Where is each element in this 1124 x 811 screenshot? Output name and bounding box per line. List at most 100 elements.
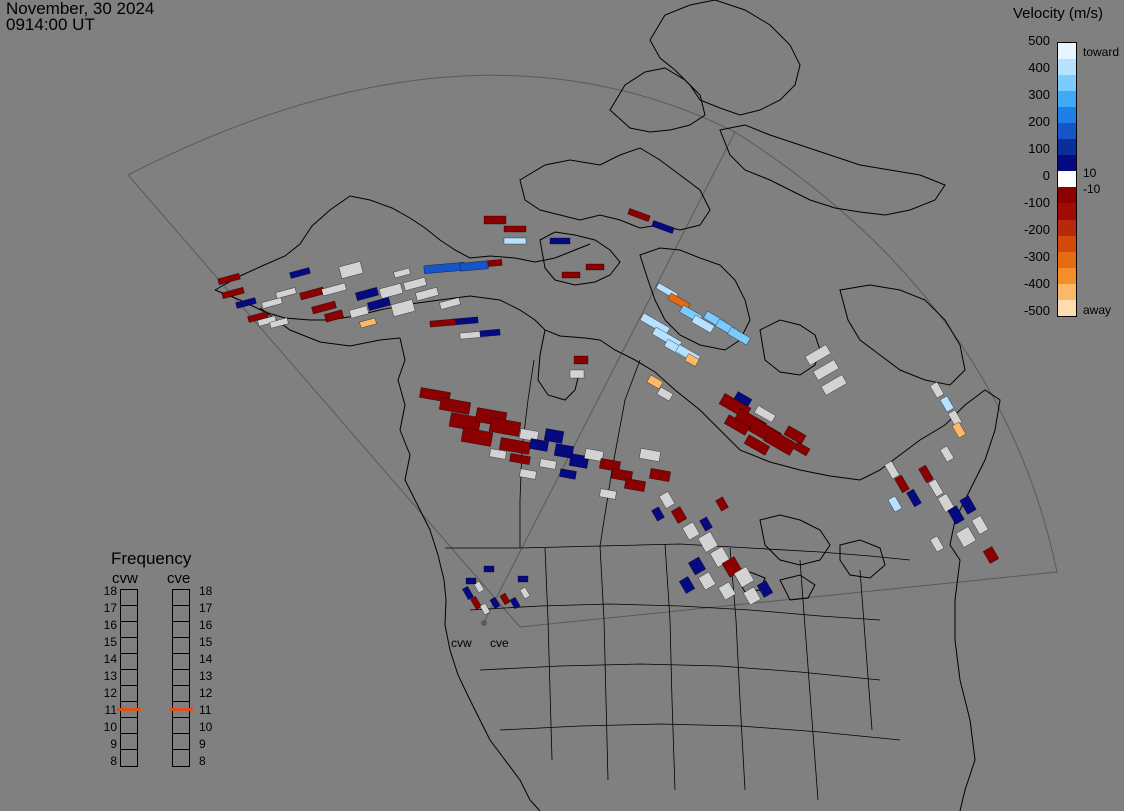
velocity-cell bbox=[928, 478, 944, 498]
colorbar-swatch bbox=[1058, 75, 1076, 92]
frequency-label-right: 16 bbox=[199, 618, 213, 632]
velocity-cell bbox=[568, 453, 590, 469]
colorbar-swatch bbox=[1058, 91, 1076, 108]
colorbar-swatch bbox=[1058, 267, 1076, 284]
neg-threshold-label: -10 bbox=[1083, 182, 1101, 196]
frequency-label-left: 16 bbox=[103, 618, 117, 632]
velocity-cell bbox=[470, 596, 482, 610]
frequency-title: Frequency bbox=[111, 549, 192, 568]
frequency-cell bbox=[173, 622, 189, 638]
velocity-cell bbox=[299, 286, 325, 301]
velocity-cell bbox=[651, 220, 675, 234]
colorbar-tick-label: 0 bbox=[1042, 168, 1050, 183]
date-time-stamp: November, 30 2024 0914:00 UT bbox=[6, 0, 154, 33]
frequency-cell bbox=[121, 718, 137, 734]
velocity-cell bbox=[599, 458, 621, 472]
colorbar-swatch bbox=[1058, 219, 1076, 236]
velocity-cell bbox=[483, 565, 495, 573]
velocity-cell bbox=[646, 374, 664, 390]
velocity-cell bbox=[723, 414, 751, 436]
velocity-cell bbox=[479, 602, 491, 616]
colorbar-tick-label: 100 bbox=[1028, 141, 1050, 156]
velocity-cell bbox=[489, 596, 501, 610]
frequency-cell bbox=[173, 718, 189, 734]
velocity-cell bbox=[733, 391, 753, 407]
velocity-cell bbox=[887, 495, 903, 513]
colorbar-swatch bbox=[1058, 283, 1076, 300]
frequency-cell bbox=[173, 654, 189, 670]
velocity-cell bbox=[939, 395, 955, 413]
frequency-cell bbox=[117, 702, 141, 718]
velocity-cell bbox=[783, 425, 807, 445]
colorbar-tick-label: 300 bbox=[1028, 87, 1050, 102]
velocity-cell bbox=[639, 448, 661, 462]
velocity-cell bbox=[519, 428, 539, 442]
velocity-cell bbox=[489, 448, 507, 460]
frequency-label-left: 14 bbox=[103, 652, 117, 666]
velocity-cell bbox=[499, 437, 531, 455]
velocity-cell bbox=[947, 505, 965, 525]
velocity-cell bbox=[929, 535, 945, 553]
frequency-label-right: 9 bbox=[199, 737, 206, 751]
colorbar-swatch bbox=[1058, 203, 1076, 220]
velocity-cell bbox=[884, 460, 900, 480]
frequency-cell bbox=[121, 622, 137, 638]
radar-label-cve: cve bbox=[167, 570, 191, 587]
frequency-label-left: 13 bbox=[103, 669, 117, 683]
velocity-cell bbox=[367, 297, 391, 311]
velocity-cell bbox=[257, 315, 277, 327]
velocity-cell bbox=[691, 314, 715, 334]
velocity-cell bbox=[235, 297, 257, 309]
frequency-label-left: 12 bbox=[103, 686, 117, 700]
velocity-cell bbox=[338, 261, 364, 279]
frequency-label-left: 18 bbox=[103, 584, 117, 598]
frequency-label-right: 10 bbox=[199, 720, 213, 734]
radar-site-marker bbox=[481, 620, 487, 626]
frequency-label-right: 17 bbox=[199, 601, 213, 615]
frequency-cell bbox=[173, 590, 189, 606]
velocity-cell bbox=[804, 344, 832, 366]
velocity-cell bbox=[939, 445, 955, 463]
velocity-cell bbox=[951, 421, 967, 439]
velocity-cell bbox=[678, 576, 696, 594]
velocity-cell bbox=[503, 225, 527, 233]
velocity-cell bbox=[217, 273, 241, 285]
velocity-cell bbox=[553, 443, 575, 459]
velocity-cell bbox=[756, 580, 774, 598]
frequency-label-left: 8 bbox=[110, 754, 117, 768]
velocity-cell bbox=[539, 458, 557, 470]
velocity-cell bbox=[473, 580, 485, 594]
radar-sites bbox=[481, 620, 487, 626]
frequency-marker bbox=[169, 708, 193, 711]
velocity-colorbar bbox=[1057, 42, 1077, 317]
velocity-cell bbox=[503, 237, 527, 245]
velocity-cell bbox=[403, 277, 427, 291]
velocity-cell bbox=[585, 263, 605, 271]
radar-field-of-view bbox=[127, 74, 1058, 628]
frequency-label-left: 9 bbox=[110, 737, 117, 751]
velocity-cell bbox=[894, 474, 910, 494]
radar-label-cvw: cvw bbox=[112, 570, 138, 587]
colorbar-tick-label: -500 bbox=[1023, 303, 1050, 318]
frequency-label-left: 11 bbox=[104, 703, 117, 717]
velocity-cell bbox=[390, 299, 416, 317]
frequency-cell bbox=[173, 638, 189, 654]
colorbar-swatch bbox=[1058, 251, 1076, 268]
velocity-cell bbox=[459, 260, 489, 272]
colorbar-swatch bbox=[1058, 187, 1076, 204]
frequency-cell bbox=[173, 606, 189, 622]
colorbar-swatch bbox=[1058, 139, 1076, 156]
velocity-cell bbox=[261, 297, 283, 309]
frequency-cell bbox=[121, 750, 137, 766]
velocity-cell bbox=[651, 506, 665, 522]
colorbar-swatch bbox=[1058, 123, 1076, 140]
frequency-label-right: 8 bbox=[199, 754, 206, 768]
frequency-cell bbox=[121, 590, 137, 606]
velocity-cell bbox=[499, 592, 511, 606]
velocity-cell bbox=[624, 478, 646, 492]
frequency-marker bbox=[117, 708, 141, 711]
site-label-cve: cve bbox=[490, 636, 509, 650]
velocity-cell bbox=[611, 468, 633, 482]
frequency-cell bbox=[169, 702, 193, 718]
velocity-cell bbox=[743, 586, 761, 606]
